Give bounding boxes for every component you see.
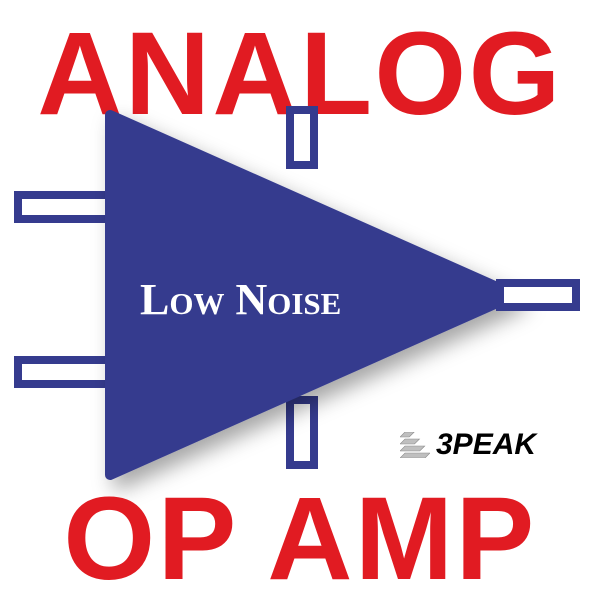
brand-3peak: 3PEAK — [400, 428, 536, 462]
opamp-center-label: Low Noise — [140, 274, 341, 325]
brand-logo-icon — [400, 432, 430, 458]
opamp-pin-in-minus — [18, 360, 110, 384]
opamp-pin-rail-top — [290, 110, 314, 165]
opamp-pin-out — [500, 283, 576, 307]
brand-text: 3PEAK — [436, 428, 536, 462]
infographic-stage: ANALOG Low Noise 3PEAK OP AMP — [0, 0, 600, 601]
opamp-pin-rail-bottom — [290, 400, 314, 465]
title-opamp: OP AMP — [0, 471, 600, 601]
opamp-pin-in-plus — [18, 195, 110, 219]
